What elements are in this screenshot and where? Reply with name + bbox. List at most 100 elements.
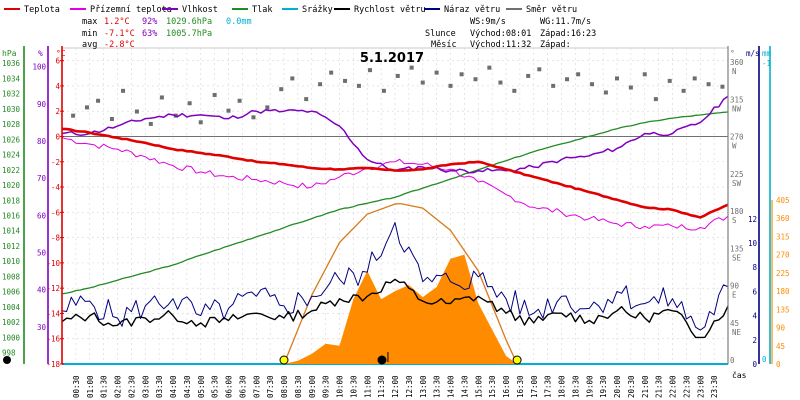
x-tick-label: 20:30 — [627, 375, 636, 398]
hpa-tick-label: 1008 — [2, 272, 21, 281]
ms-tick-label: 12 — [748, 215, 757, 224]
wind-direction-point — [381, 88, 386, 93]
dir-tick-label: 180 — [730, 207, 744, 216]
dir-tick-label: S — [732, 216, 737, 225]
solar-radiation-area — [284, 254, 518, 364]
wind-gust-line — [61, 222, 729, 331]
dir-tick-label: N — [732, 67, 737, 76]
legend-label: Tlak — [252, 5, 272, 15]
pct-tick-label: 90 — [37, 100, 47, 109]
x-tick-label: 21:00 — [641, 375, 650, 398]
mm-tick-label: 0 — [762, 355, 767, 364]
dir-tick-label: 45 — [730, 319, 739, 328]
hpa-tick-label: 1034 — [2, 74, 21, 83]
legend-label: Přízemní teplota — [90, 5, 172, 15]
stats-max-rain: 0.0mm — [226, 17, 252, 27]
x-tick-label: 10:00 — [336, 375, 345, 398]
wind-direction-point — [368, 68, 373, 73]
stats-sun-label: Slunce — [425, 29, 456, 39]
ms-tick-label: 4 — [752, 312, 757, 321]
x-tick-label: 08:30 — [294, 375, 303, 398]
dir-axis-title: ° — [730, 49, 735, 58]
x-tick-label: 05:30 — [211, 375, 220, 398]
hpa-tick-label: 1024 — [2, 151, 21, 160]
x-tick-label: 15:00 — [474, 375, 483, 398]
solar-tick-label: 180 — [776, 287, 790, 296]
temp-tick-label: 2 — [55, 107, 60, 116]
temp-tick-label: -16 — [46, 335, 60, 344]
hpa-tick-label: 1028 — [2, 120, 21, 129]
wind-direction-point — [121, 88, 126, 93]
stats-min-label: min — [82, 29, 97, 39]
solar-tick-label: 0 — [776, 360, 781, 369]
wind-direction-point — [448, 83, 453, 88]
wind-direction-point — [642, 72, 647, 77]
x-tick-label: 10:30 — [349, 375, 358, 398]
x-tick-label: 23:30 — [710, 375, 719, 398]
x-tick-label: 08:00 — [280, 375, 289, 398]
ms-tick-label: 2 — [752, 336, 757, 345]
wind-direction-point — [237, 98, 242, 103]
stats-max-hum: 92% — [142, 17, 157, 27]
wind-direction-point — [226, 108, 231, 113]
stats-moon-set: Západ: — [540, 40, 571, 50]
wind-direction-point — [134, 109, 139, 114]
wind-direction-point — [706, 82, 711, 87]
sunset-marker — [512, 355, 522, 365]
solar-tick-label: 270 — [776, 251, 790, 260]
temp-tick-label: -2 — [51, 158, 60, 167]
ms-tick-label: 6 — [752, 287, 757, 296]
pct-tick-label: 30 — [37, 323, 47, 332]
x-tick-label: 13:30 — [433, 375, 442, 398]
dir-tick-label: 0 — [730, 356, 735, 365]
pct-tick-label: 60 — [37, 211, 47, 220]
temp-tick-label: -14 — [46, 309, 60, 318]
x-tick-label: 04:30 — [183, 375, 192, 398]
hpa-tick-label: 1020 — [2, 181, 21, 190]
wind-direction-point — [681, 88, 686, 93]
axes-layer: hPa9981000100210041006100810101012101410… — [2, 46, 790, 398]
mm-tick-label: -1 — [762, 59, 771, 68]
x-tick-label: 22:00 — [669, 375, 678, 398]
series-layer — [61, 65, 729, 339]
dir-tick-label: 225 — [730, 170, 744, 179]
hpa-axis-title: hPa — [2, 49, 17, 58]
wind-direction-point — [653, 97, 658, 102]
x-tick-label: 23:00 — [696, 375, 705, 398]
x-axis-title: čas — [732, 370, 747, 380]
x-tick-label: 09:00 — [308, 375, 317, 398]
stats-ws: WS:9m/s — [470, 17, 506, 27]
wind-direction-point — [159, 95, 164, 100]
temp-axis-title: °C — [56, 49, 66, 58]
dir-tick-label: SE — [732, 253, 742, 262]
x-tick-label: 12:30 — [405, 375, 414, 398]
temp-tick-label: -12 — [46, 284, 60, 293]
pct-axis-title: % — [38, 49, 43, 58]
hpa-tick-label: 1014 — [2, 227, 21, 236]
wind-direction-point — [212, 92, 217, 97]
wind-direction-point — [329, 70, 334, 75]
wind-direction-point — [290, 76, 295, 81]
temp-tick-label: -6 — [51, 208, 61, 217]
legend-label: Srážky — [302, 5, 333, 15]
ground-temp-line — [61, 137, 729, 231]
x-tick-label: 05:00 — [197, 375, 206, 398]
wind-direction-point — [692, 76, 697, 81]
wind-direction-point — [304, 97, 309, 102]
dir-tick-label: 135 — [730, 244, 744, 253]
stats-wg: WG:11.7m/s — [540, 17, 591, 27]
dir-tick-label: W — [732, 142, 737, 151]
wind-direction-point — [187, 101, 192, 106]
wind-direction-point — [615, 76, 619, 81]
mm-axis-title: mm — [762, 49, 772, 58]
temp-tick-label: -4 — [51, 183, 61, 192]
pct-tick-label: 80 — [37, 137, 47, 146]
hpa-tick-label: 998 — [2, 349, 16, 358]
wind-direction-point — [459, 72, 464, 77]
x-tick-label: 18:00 — [558, 375, 567, 398]
x-tick-label: 20:00 — [613, 375, 622, 398]
hpa-tick-label: 1018 — [2, 196, 21, 205]
temp-tick-label: -8 — [51, 234, 61, 243]
wind-direction-point — [318, 82, 323, 87]
